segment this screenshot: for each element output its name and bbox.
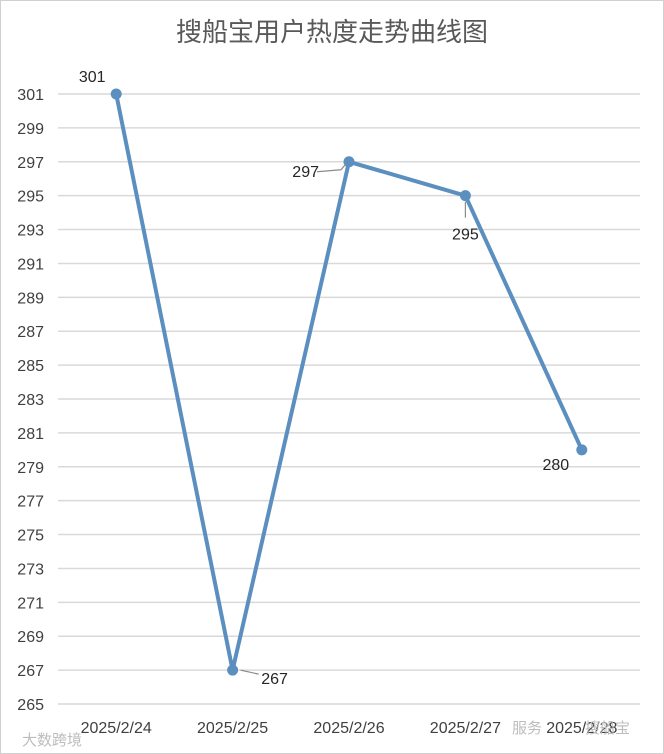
y-tick-label: 281 — [17, 426, 44, 443]
y-tick-label: 271 — [17, 595, 44, 612]
data-label: 295 — [452, 227, 479, 244]
data-label: 267 — [261, 671, 288, 688]
data-point — [576, 444, 588, 456]
watermark-right-brand: 搜船宝 — [585, 719, 630, 737]
label-leader-line — [240, 669, 259, 675]
x-tick-label: 2025/2/27 — [430, 720, 501, 737]
series-line — [114, 92, 584, 673]
chart-title: 搜船宝用户热度走势曲线图 — [176, 18, 488, 48]
data-label: 280 — [542, 457, 569, 474]
y-tick-label: 291 — [17, 256, 44, 273]
y-tick-label: 285 — [17, 358, 44, 375]
y-tick-label: 265 — [17, 697, 44, 714]
x-tick-label: 2025/2/24 — [81, 720, 152, 737]
x-tick-label: 2025/2/28 — [546, 720, 617, 737]
watermark-right-text: 服务 — [512, 719, 542, 737]
data-point — [459, 190, 471, 202]
data-label: 297 — [292, 164, 319, 181]
x-tick-label: 2025/2/26 — [313, 720, 384, 737]
y-tick-label: 275 — [17, 528, 44, 545]
watermarks: 大数跨境 服务 搜船宝 — [22, 719, 630, 749]
data-point — [227, 664, 239, 676]
label-leader-line — [316, 163, 347, 173]
watermark-left: 大数跨境 — [22, 731, 82, 749]
data-point — [110, 88, 122, 100]
series-polyline — [114, 92, 584, 673]
y-tick-label: 279 — [17, 460, 44, 477]
y-tick-label: 295 — [17, 189, 44, 206]
data-points — [110, 88, 588, 676]
y-axis-ticks: 265 267 269 271 273 275 277 279 281 283 285 287 289 2… — [17, 87, 44, 714]
grid-lines — [58, 93, 640, 705]
y-tick-label: 283 — [17, 392, 44, 409]
y-tick-label: 289 — [17, 290, 44, 307]
y-tick-label: 267 — [17, 663, 44, 680]
x-tick-label: 2025/2/25 — [197, 720, 268, 737]
y-tick-label: 293 — [17, 223, 44, 240]
y-tick-label: 299 — [17, 121, 44, 138]
y-tick-label: 287 — [17, 324, 44, 341]
x-axis-ticks: 2025/2/24 2025/2/25 2025/2/26 2025/2/27 2025… — [81, 720, 618, 737]
y-tick-label: 277 — [17, 494, 44, 511]
data-point — [343, 156, 355, 168]
y-tick-label: 273 — [17, 561, 44, 578]
data-label: 301 — [79, 69, 106, 86]
y-tick-label: 301 — [17, 87, 44, 104]
data-labels: 301 267 297 295 280 — [79, 69, 569, 688]
y-tick-label: 297 — [17, 155, 44, 172]
y-tick-label: 269 — [17, 629, 44, 646]
